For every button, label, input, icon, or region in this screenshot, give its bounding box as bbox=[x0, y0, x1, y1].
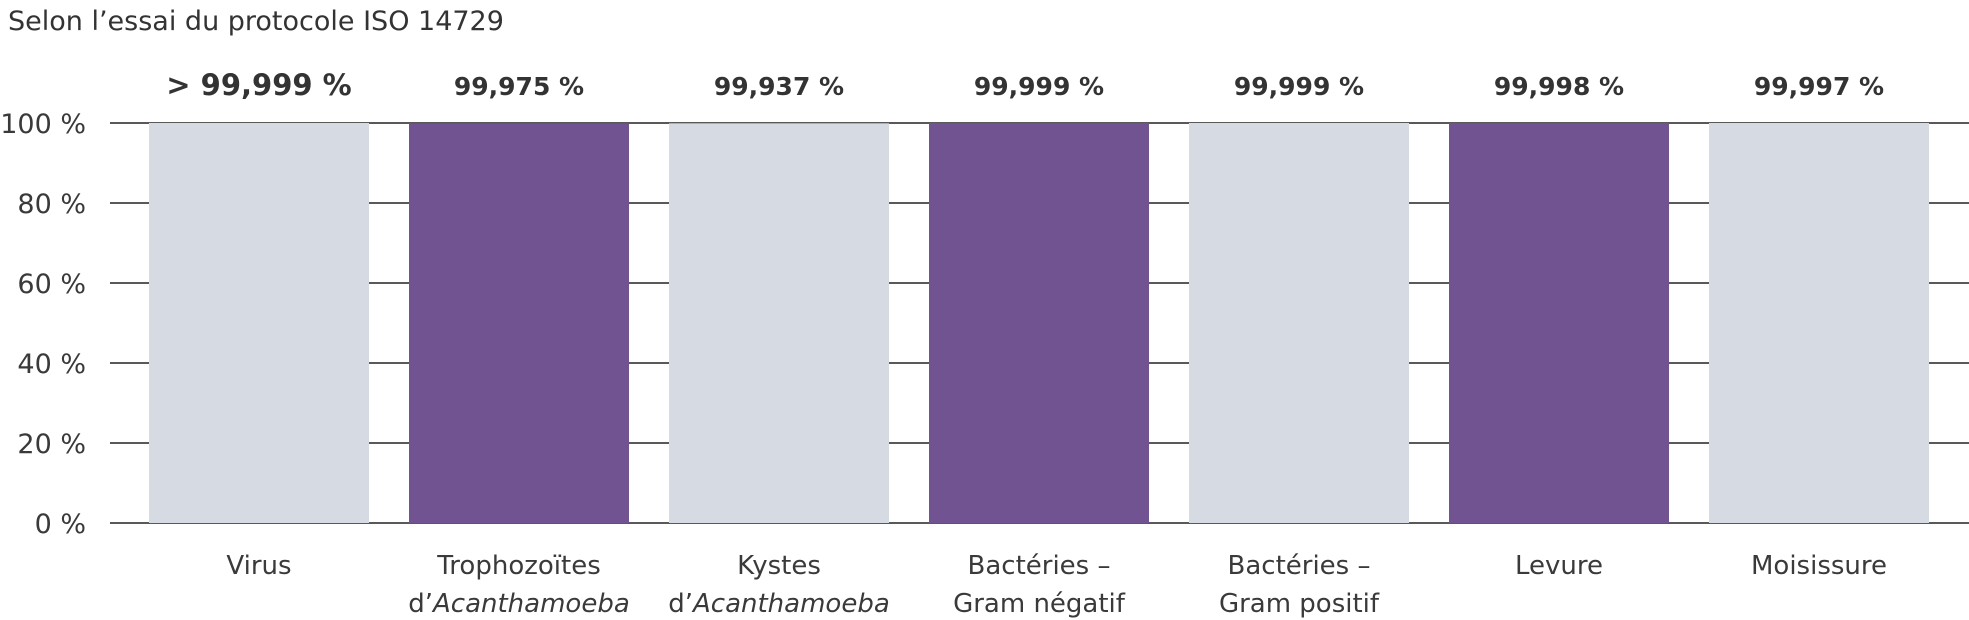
bar bbox=[1189, 123, 1409, 523]
data-label: 99,998 % bbox=[1494, 72, 1624, 101]
bar bbox=[1709, 123, 1929, 524]
y-tick-label: 40 % bbox=[17, 349, 86, 380]
data-label: 99,937 % bbox=[714, 72, 844, 101]
x-tick-label: Virus bbox=[226, 551, 291, 581]
bar bbox=[929, 123, 1149, 523]
chart-subtitle: Selon l’essai du protocole ISO 14729 bbox=[8, 6, 504, 37]
x-tick-label: Bactéries – Gram positif bbox=[1219, 551, 1380, 619]
x-tick-label: Kystes d’Acanthamoeba bbox=[668, 551, 890, 619]
bar bbox=[409, 123, 629, 523]
x-tick-label: Moisissure bbox=[1751, 551, 1887, 581]
y-tick-label: 0 % bbox=[35, 509, 86, 540]
data-label: 99,999 % bbox=[1234, 72, 1364, 101]
data-label: 99,999 % bbox=[974, 72, 1104, 101]
y-tick-label: 20 % bbox=[17, 429, 86, 460]
data-label: 99,997 % bbox=[1754, 72, 1884, 101]
bar bbox=[669, 123, 889, 523]
bars bbox=[149, 123, 1929, 524]
x-tick-label: Bactéries – Gram négatif bbox=[953, 551, 1126, 619]
y-tick-label: 80 % bbox=[17, 189, 86, 220]
bar bbox=[1449, 123, 1669, 524]
x-tick-label: Trophozoïtes d’Acanthamoeba bbox=[408, 551, 630, 619]
data-label: 99,975 % bbox=[454, 72, 584, 101]
bar bbox=[149, 123, 369, 523]
y-tick-label: 60 % bbox=[17, 269, 86, 300]
x-tick-label: Levure bbox=[1515, 551, 1603, 581]
value-labels: > 99,999 % 99,975 % 99,937 % 99,999 % 99,999… bbox=[166, 68, 1884, 102]
y-axis-ticks: 0 % 20 % 40 % 60 % 80 % 100 % bbox=[0, 109, 86, 540]
category-labels: Virus Trophozoïtes d’Acanthamoeba Kystes d’A… bbox=[226, 551, 1887, 619]
data-label: > 99,999 % bbox=[166, 68, 351, 102]
y-tick-label: 100 % bbox=[0, 109, 86, 140]
